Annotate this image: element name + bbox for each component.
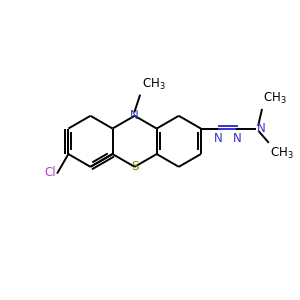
Text: S: S [131, 160, 138, 173]
Text: CH$_3$: CH$_3$ [142, 77, 166, 92]
Text: N: N [130, 109, 139, 122]
Text: N: N [214, 132, 223, 145]
Text: Cl: Cl [44, 166, 56, 179]
Text: CH$_3$: CH$_3$ [263, 91, 287, 106]
Text: N: N [233, 132, 242, 145]
Text: N: N [257, 122, 266, 135]
Text: CH$_3$: CH$_3$ [270, 146, 293, 161]
